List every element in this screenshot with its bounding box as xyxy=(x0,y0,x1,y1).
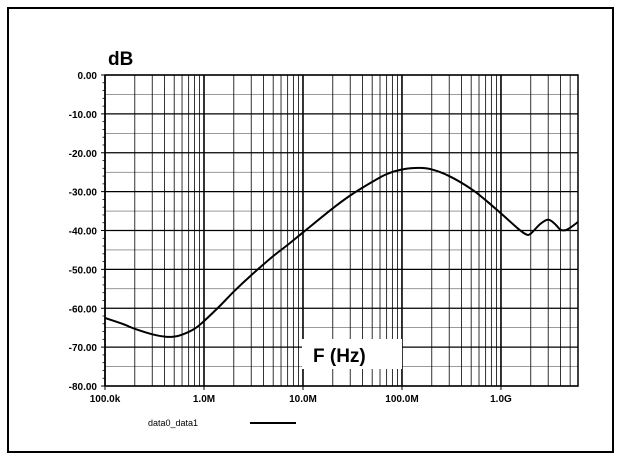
major-grid xyxy=(104,74,578,387)
y-axis-title: dB xyxy=(108,49,133,70)
y-tick-label: 0.00 xyxy=(78,71,98,82)
x-tick-label: 1.0M xyxy=(193,394,215,405)
series-data0-data1-line xyxy=(104,166,579,338)
x-axis-title: F (Hz) xyxy=(313,346,366,367)
x-tick-label: 100.0k xyxy=(90,394,121,405)
y-tick-label: -10.00 xyxy=(69,110,98,121)
y-tick-label: -40.00 xyxy=(69,227,98,238)
x-tick-label: 100.0M xyxy=(385,394,418,405)
x-axis-title-box xyxy=(302,339,402,369)
y-tick-label: -30.00 xyxy=(69,188,98,199)
x-tick-label: 10.0M xyxy=(289,394,317,405)
legend: data0_data1 xyxy=(148,418,296,428)
y-tick-label: -70.00 xyxy=(69,343,98,354)
y-axis: 0.00 -10.00 -20.00 -30.00 -40.00 -50.00 -60.00… xyxy=(69,71,105,393)
y-tick-label: -60.00 xyxy=(69,304,98,315)
y-tick-label: -80.00 xyxy=(69,382,98,393)
y-tick-label: -50.00 xyxy=(69,265,98,276)
x-tick-label: 1.0G xyxy=(490,394,512,405)
legend-label: data0_data1 xyxy=(148,418,198,428)
x-axis: 100.0k 1.0M 10.0M 100.0M 1.0G xyxy=(90,386,512,405)
y-tick-label: -20.00 xyxy=(69,149,98,160)
